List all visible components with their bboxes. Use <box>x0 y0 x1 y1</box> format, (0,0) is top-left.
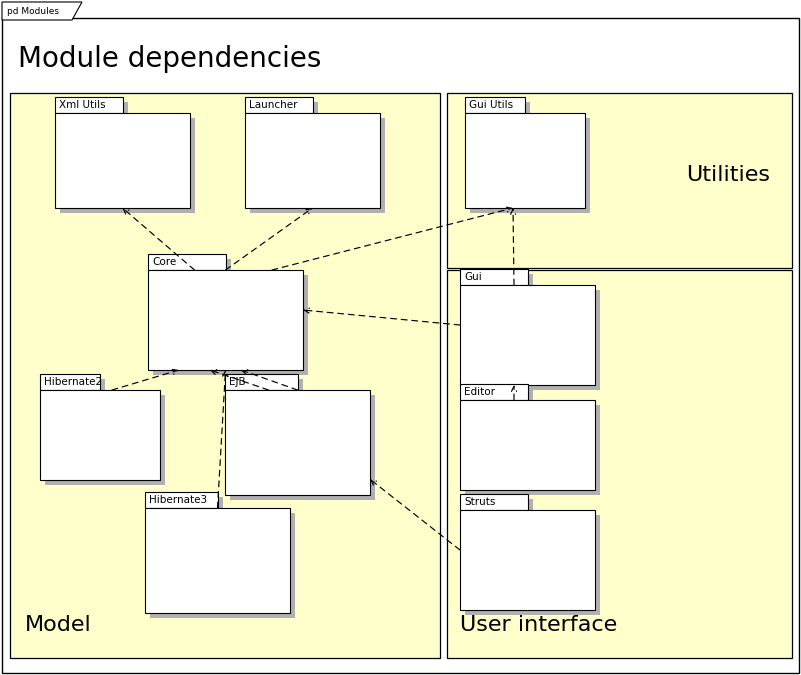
Polygon shape <box>2 2 82 20</box>
Bar <box>465 274 533 290</box>
Text: Launcher: Launcher <box>249 100 297 110</box>
Bar <box>55 97 123 113</box>
Bar <box>150 497 223 513</box>
Bar <box>465 97 525 113</box>
Bar <box>150 513 295 618</box>
Text: User interface: User interface <box>460 615 618 635</box>
Bar <box>60 102 127 118</box>
Text: Struts: Struts <box>464 497 495 507</box>
Bar <box>225 390 370 495</box>
Bar <box>60 118 195 213</box>
Bar <box>465 389 533 405</box>
Text: Core: Core <box>152 257 176 267</box>
Bar <box>40 390 160 480</box>
Bar <box>465 290 600 390</box>
Bar <box>460 269 528 285</box>
Bar <box>470 118 590 213</box>
Text: Model: Model <box>25 615 92 635</box>
Bar <box>460 510 595 610</box>
Bar <box>230 379 303 395</box>
Bar <box>460 494 528 510</box>
Text: EJB: EJB <box>229 377 246 387</box>
Bar <box>40 374 100 390</box>
Bar <box>250 118 385 213</box>
Text: Gui: Gui <box>464 272 481 282</box>
Bar <box>460 400 595 490</box>
Text: Module dependencies: Module dependencies <box>18 45 321 73</box>
Bar <box>145 508 290 613</box>
Bar <box>45 395 165 485</box>
Bar <box>460 285 595 385</box>
Bar <box>153 259 231 275</box>
Bar <box>250 102 317 118</box>
Bar <box>465 499 533 515</box>
Text: Xml Utils: Xml Utils <box>59 100 106 110</box>
Text: Hibernate2: Hibernate2 <box>44 377 102 387</box>
Bar <box>465 113 585 208</box>
Text: pd Modules: pd Modules <box>7 7 59 16</box>
Text: Hibernate3: Hibernate3 <box>149 495 207 505</box>
Bar <box>447 270 792 658</box>
Bar <box>245 113 380 208</box>
Bar <box>465 405 600 495</box>
Bar <box>148 254 226 270</box>
Bar <box>465 515 600 615</box>
Text: Gui Utils: Gui Utils <box>469 100 513 110</box>
Bar <box>55 113 190 208</box>
Bar <box>230 395 375 500</box>
Bar <box>447 93 792 268</box>
Bar <box>45 379 105 395</box>
Text: Utilities: Utilities <box>686 165 770 185</box>
Bar <box>153 275 308 375</box>
Bar <box>148 270 303 370</box>
Bar <box>10 93 440 658</box>
Bar <box>145 492 218 508</box>
Bar <box>245 97 312 113</box>
Bar <box>225 374 297 390</box>
Text: Editor: Editor <box>464 387 495 397</box>
Bar <box>470 102 530 118</box>
Bar <box>460 384 528 400</box>
